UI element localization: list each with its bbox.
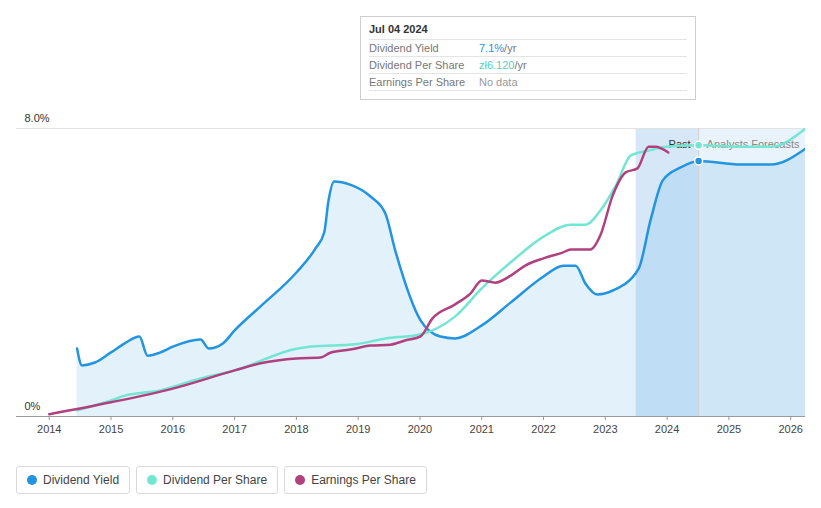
html-text:7.1% /yr: 7.1% /yr xyxy=(479,42,517,54)
svg-text:2014: 2014 xyxy=(37,423,61,435)
svg-text:2024: 2024 xyxy=(655,423,679,435)
html-text:zł6.120 /yr: zł6.120 /yr xyxy=(479,59,527,71)
html-text:Dividend Per Share: Dividend Per Share xyxy=(369,59,465,71)
html-text:Dividend Yield: Dividend Yield xyxy=(43,473,120,487)
html-text:Dividend Yield: Dividend Yield xyxy=(369,42,439,54)
svg-text:2017: 2017 xyxy=(222,423,246,435)
svg-text:0%: 0% xyxy=(25,400,41,412)
html-text:Dividend Per Share: Dividend Per Share xyxy=(163,473,268,487)
svg-text:2015: 2015 xyxy=(99,423,123,435)
svg-text:2023: 2023 xyxy=(593,423,617,435)
svg-text:2018: 2018 xyxy=(284,423,308,435)
svg-text:8.0%: 8.0% xyxy=(25,112,50,124)
svg-text:2021: 2021 xyxy=(470,423,494,435)
svg-text:2016: 2016 xyxy=(161,423,185,435)
svg-text:2025: 2025 xyxy=(717,423,741,435)
html-text:Earnings Per Share: Earnings Per Share xyxy=(311,473,416,487)
svg-text:2022: 2022 xyxy=(531,423,555,435)
html-text:No data: No data xyxy=(479,76,518,88)
svg-text:Analysts Forecasts: Analysts Forecasts xyxy=(707,138,800,150)
svg-text:Past: Past xyxy=(669,138,691,150)
svg-text:2019: 2019 xyxy=(346,423,370,435)
svg-text:2020: 2020 xyxy=(408,423,432,435)
svg-text:2026: 2026 xyxy=(778,423,802,435)
html-text:Jul 04 2024: Jul 04 2024 xyxy=(369,23,428,35)
html-text:Earnings Per Share: Earnings Per Share xyxy=(369,76,465,88)
